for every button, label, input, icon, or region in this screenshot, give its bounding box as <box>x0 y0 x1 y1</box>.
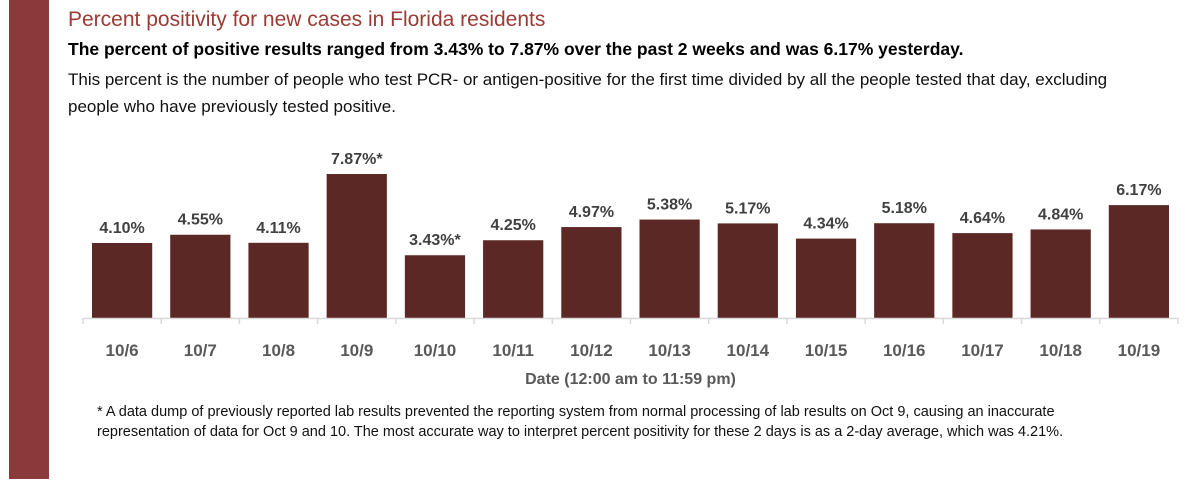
bar-10-13 <box>639 219 700 318</box>
x-tick-label: 10/17 <box>961 341 1004 360</box>
bar-10-12 <box>561 227 622 318</box>
x-tick-label: 10/10 <box>414 341 457 360</box>
data-label: 5.18% <box>882 200 927 217</box>
x-tick-label: 10/13 <box>648 341 691 360</box>
x-tick-label: 10/12 <box>570 341 613 360</box>
data-label: 4.11% <box>256 220 300 237</box>
bar-10-18 <box>1030 229 1091 318</box>
data-label: 5.17% <box>725 200 770 217</box>
data-label: 5.38% <box>647 197 692 214</box>
bars-group <box>91 174 1170 318</box>
x-tick-label: 10/11 <box>492 341 534 360</box>
x-tick-label: 10/16 <box>883 341 926 360</box>
data-label: 4.64% <box>960 210 1005 227</box>
x-tick-label: 10/7 <box>184 341 217 360</box>
bar-10-14 <box>717 223 778 318</box>
x-tick-label: 10/14 <box>727 341 770 360</box>
data-label: 4.34% <box>803 216 848 233</box>
chart-title: Percent positivity for new cases in Flor… <box>68 8 546 31</box>
data-label: 7.87%* <box>331 151 383 168</box>
footnote: * A data dump of previously reported lab… <box>97 404 1064 440</box>
bar-10-7 <box>170 234 231 318</box>
x-tick-label: 10/8 <box>262 341 295 360</box>
x-tick-label: 10/9 <box>340 341 373 360</box>
data-label: 3.43%* <box>409 232 461 249</box>
data-label: 4.10% <box>99 220 144 237</box>
data-label: 6.17% <box>1116 182 1161 199</box>
bar-10-10 <box>404 255 466 318</box>
bar-10-9 <box>326 174 387 318</box>
x-tick-label: 10/6 <box>106 341 139 360</box>
x-tick-label: 10/18 <box>1039 341 1082 360</box>
bar-10-15 <box>795 238 857 318</box>
bar-10-8 <box>248 242 309 318</box>
bar-10-19 <box>1108 205 1170 318</box>
data-label: 4.97% <box>569 204 614 221</box>
bar-10-17 <box>952 233 1013 318</box>
data-label: 4.25% <box>490 217 535 234</box>
accent-band <box>9 0 49 479</box>
data-label: 4.84% <box>1038 206 1083 223</box>
bar-10-6 <box>91 242 153 318</box>
bar-10-16 <box>874 223 935 318</box>
bar-10-11 <box>483 240 544 318</box>
data-label: 4.55% <box>178 212 223 229</box>
x-tick-label: 10/19 <box>1118 341 1161 360</box>
chart-description: This percent is the number of people who… <box>68 70 1108 116</box>
x-tick-label: 10/15 <box>805 341 848 360</box>
x-axis: 10/6 10/7 10/8 10/9 10/10 10/11 10/12 10/13 10/1… <box>82 317 1179 360</box>
x-axis-title: Date (12:00 am to 11:59 pm) <box>525 371 736 388</box>
chart-subtitle: The percent of positive results ranged f… <box>68 39 964 59</box>
value-labels-group: 4.10% 4.55% 4.11% 7.87%* 3.43%* 4.25% 4.97% 5.3… <box>99 151 1161 249</box>
